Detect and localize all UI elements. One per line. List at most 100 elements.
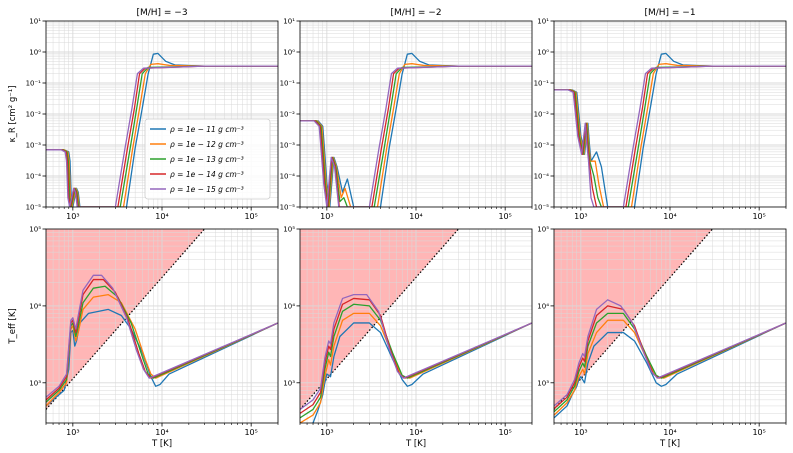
stability-line	[554, 229, 714, 410]
y-tick-label: 10¹	[537, 18, 549, 26]
x-tick-label: 10³	[320, 428, 333, 437]
y-tick-label: 10³	[283, 379, 295, 387]
legend: ρ = 1e − 11 g cm⁻³ ρ = 1e − 12 g cm⁻³ ρ = …	[144, 118, 271, 200]
y-tick-label: 10⁻⁵	[26, 204, 42, 212]
series-line-1e-15	[46, 274, 278, 398]
y-tick-label: 10⁻⁵	[280, 204, 296, 212]
series-line-1e-11	[46, 308, 278, 407]
teff-panel-1: 10³ 10⁴ 10⁵ 10³ 10⁴ 10⁵ T [K]	[29, 226, 279, 449]
series-line-1e-13	[300, 303, 532, 419]
y-tick-label: 10⁴	[29, 302, 41, 310]
legend-label: ρ = 1e − 15 g cm⁻³	[170, 185, 244, 194]
stability-line	[46, 229, 206, 410]
plot-area	[554, 21, 786, 207]
x-tick-label: 10³	[574, 212, 587, 221]
y-tick-label: 10⁴	[283, 302, 295, 310]
x-axis-label: T [K]	[659, 439, 680, 449]
legend-label: ρ = 1e − 14 g cm⁻³	[170, 170, 244, 179]
y-tick-label: 10⁻⁴	[534, 173, 550, 181]
x-tick-label: 10⁵	[752, 212, 765, 221]
y-tick-label: 10¹	[29, 18, 41, 26]
series-line-1e-15	[554, 299, 786, 407]
series-line-1e-12	[554, 63, 786, 207]
x-tick-label: 10⁵	[752, 428, 765, 437]
series-line-1e-11	[46, 52, 278, 207]
x-tick-label: 10³	[574, 428, 587, 437]
y-tick-label: 10³	[537, 379, 549, 387]
series-line-1e-12	[554, 319, 786, 416]
y-tick-label: 10⁰	[283, 49, 295, 57]
series-line-1e-12	[300, 312, 532, 423]
y-tick-label: 10⁰	[29, 49, 41, 57]
y-axis-label-teff: T_eff [K]	[8, 308, 18, 344]
y-tick-label: 10⁵	[283, 226, 295, 234]
x-tick-label: 10⁴	[663, 428, 676, 437]
series-line-1e-14	[46, 65, 278, 207]
x-tick-label: 10⁵	[244, 212, 257, 221]
panel-title: [M/H] = −3	[136, 8, 187, 18]
plot-area	[300, 21, 532, 207]
panel-title: [M/H] = −1	[644, 8, 695, 18]
y-tick-label: 10⁻³	[534, 142, 550, 150]
legend-label: ρ = 1e − 11 g cm⁻³	[170, 125, 244, 134]
y-tick-label: 10⁻⁵	[534, 204, 550, 212]
y-tick-label: 10⁻¹	[280, 80, 296, 88]
x-tick-label: 10⁴	[663, 212, 676, 221]
y-tick-label: 10⁻²	[26, 111, 42, 119]
y-tick-label: 10⁰	[537, 49, 549, 57]
y-tick-label: 10⁻²	[534, 111, 550, 119]
series-line-1e-15	[300, 65, 532, 207]
y-tick-label: 10⁴	[537, 302, 549, 310]
plot-area	[46, 229, 278, 423]
x-axis-label: T [K]	[151, 439, 172, 449]
series-line-1e-15	[300, 294, 532, 410]
legend-box	[144, 118, 271, 200]
y-tick-label: 10⁻⁴	[26, 173, 42, 181]
series-line-1e-14	[554, 305, 786, 410]
y-tick-label: 10⁵	[537, 226, 549, 234]
plot-area	[554, 229, 786, 423]
x-tick-label: 10³	[320, 212, 333, 221]
stability-line	[300, 229, 460, 410]
series-line-1e-12	[300, 63, 532, 207]
x-tick-label: 10⁴	[155, 428, 168, 437]
y-tick-label: 10⁵	[29, 226, 41, 234]
x-tick-label: 10⁵	[498, 212, 511, 221]
legend-label: ρ = 1e − 13 g cm⁻³	[170, 155, 244, 164]
series-line-1e-11	[554, 52, 786, 207]
teff-panel-2: 10³ 10⁴ 10⁵ 10³ 10⁴ 10⁵ T [K]	[283, 226, 533, 449]
y-tick-label: 10⁻¹	[26, 80, 42, 88]
series-line-1e-13	[46, 65, 278, 207]
panel-title: [M/H] = −2	[390, 8, 441, 18]
x-axis-label: T [K]	[405, 439, 426, 449]
x-tick-label: 10⁵	[244, 428, 257, 437]
x-tick-label: 10³	[66, 428, 79, 437]
x-tick-label: 10⁴	[409, 428, 422, 437]
x-tick-label: 10⁴	[409, 212, 422, 221]
series-line-1e-14	[554, 65, 786, 207]
teff-panel-3: 10³ 10⁴ 10⁵ 10³ 10⁴ 10⁵ T [K]	[537, 226, 787, 449]
series-line-1e-11	[300, 52, 532, 207]
plot-area	[300, 229, 532, 423]
x-tick-label: 10⁴	[155, 212, 168, 221]
x-tick-label: 10⁵	[498, 428, 511, 437]
opacity-panel-2: 10³ 10⁴ 10⁵ 10⁻⁵ 10⁻⁴ 10⁻³ 10⁻² 10⁻¹ 10⁰ 10¹ [M/H]…	[280, 8, 533, 221]
y-tick-label: 10⁻⁴	[280, 173, 296, 181]
x-tick-label: 10³	[66, 212, 79, 221]
series-line-1e-15	[46, 65, 278, 207]
series-line-1e-13	[554, 312, 786, 413]
y-tick-label: 10⁻²	[280, 111, 296, 119]
y-tick-label: 10⁻³	[280, 142, 296, 150]
y-tick-label: 10³	[29, 379, 41, 387]
unstable-region	[46, 229, 205, 410]
series-line-1e-13	[554, 65, 786, 207]
series-line-1e-13	[300, 65, 532, 207]
y-tick-label: 10¹	[283, 18, 295, 26]
y-axis-label-opacity: κ_R [cm² g⁻¹]	[8, 86, 18, 143]
legend-label: ρ = 1e − 12 g cm⁻³	[170, 140, 244, 149]
series-line-1e-15	[554, 65, 786, 207]
opacity-panel-3: 10³ 10⁴ 10⁵ 10⁻⁵ 10⁻⁴ 10⁻³ 10⁻² 10⁻¹ 10⁰ 10¹ [M/H]…	[534, 8, 787, 221]
series-line-1e-12	[46, 63, 278, 207]
y-tick-label: 10⁻¹	[534, 80, 550, 88]
